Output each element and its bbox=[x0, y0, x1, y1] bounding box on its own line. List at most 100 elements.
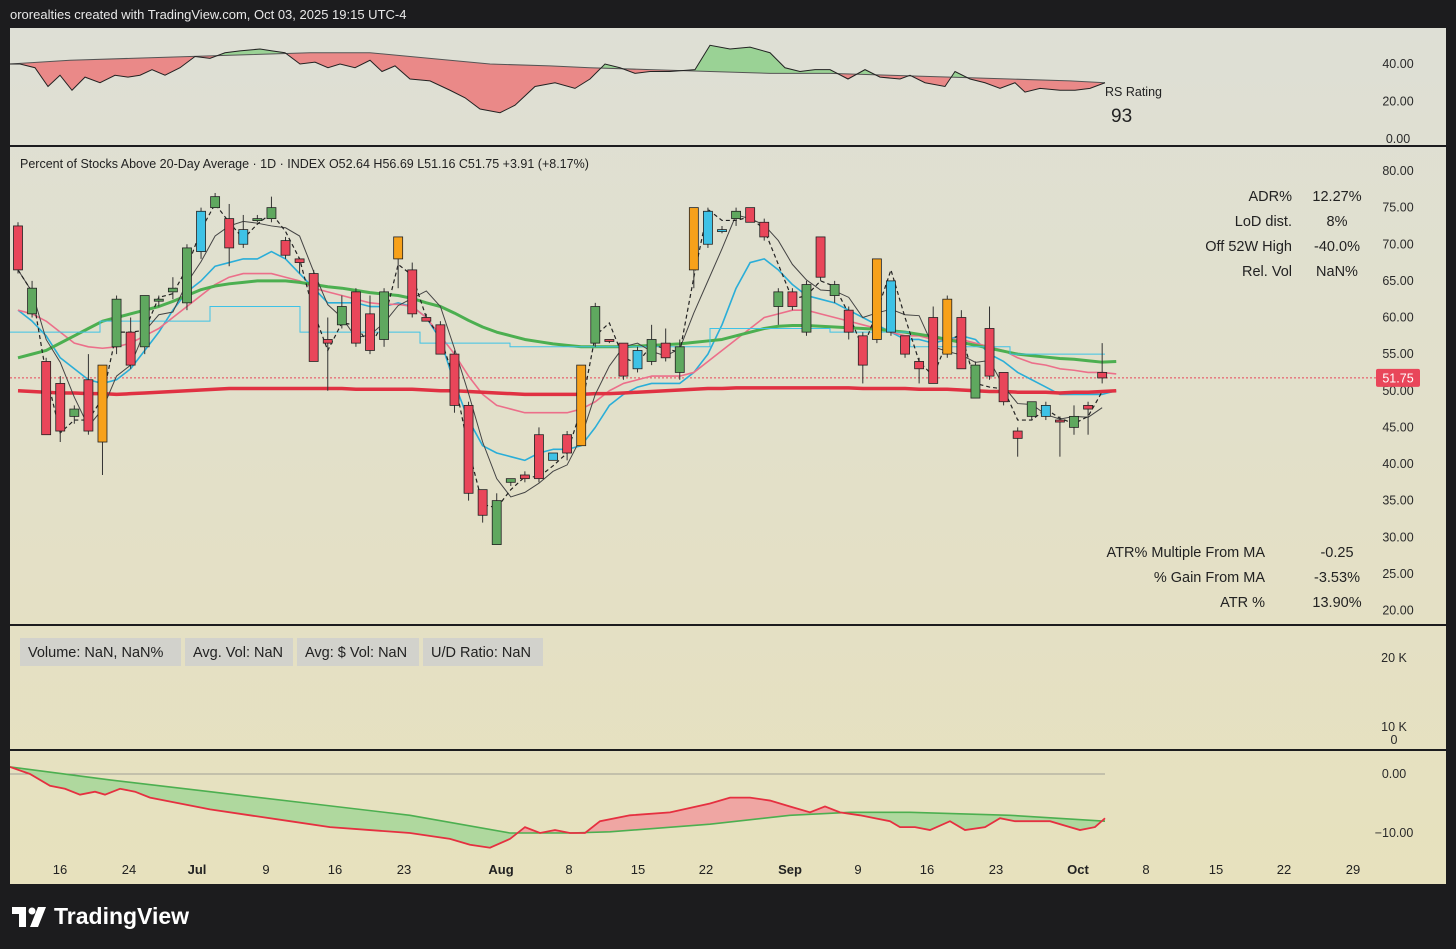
candle-body bbox=[294, 258, 305, 263]
chart-background bbox=[10, 28, 1446, 884]
candle-body bbox=[604, 339, 615, 342]
candle-body bbox=[167, 287, 178, 293]
candle-body bbox=[322, 339, 333, 344]
candle-body bbox=[463, 404, 474, 494]
candle-body bbox=[871, 258, 882, 340]
candle-body bbox=[843, 309, 854, 333]
candle-body bbox=[674, 346, 685, 373]
rs-tick-label: 40.00 bbox=[1382, 57, 1413, 71]
candle-body bbox=[210, 196, 221, 209]
tradingview-logo: TradingView bbox=[12, 903, 189, 930]
ma-red-line bbox=[17, 386, 1117, 397]
volume-info-text: U/D Ratio: NaN bbox=[431, 645, 531, 661]
price-tick-label: 75.00 bbox=[1382, 201, 1413, 215]
candle-body bbox=[857, 335, 868, 366]
volume-panel: Volume: NaN, NaN% Avg. Vol: NaN Avg: $ Vol… bbox=[20, 638, 1408, 747]
candle-body bbox=[365, 313, 375, 351]
candle-body bbox=[562, 434, 573, 454]
price-tick-label: 60.00 bbox=[1382, 311, 1413, 325]
candle-body bbox=[336, 306, 347, 326]
x-tick-label: 22 bbox=[1277, 862, 1291, 877]
osc-tick-label: −10.00 bbox=[1375, 826, 1414, 840]
volume-tick-label: 10 K bbox=[1381, 720, 1407, 734]
candle-body bbox=[477, 489, 488, 516]
candle-body bbox=[703, 210, 713, 245]
candle-body bbox=[224, 218, 235, 249]
candle-body bbox=[801, 284, 812, 333]
candle-body bbox=[435, 324, 446, 355]
candle-body bbox=[393, 236, 404, 260]
candle-body bbox=[717, 229, 727, 233]
price-tick-label: 40.00 bbox=[1382, 457, 1413, 471]
candle-body bbox=[646, 339, 657, 362]
rs-rating-value: 93 bbox=[1111, 106, 1132, 127]
candle-body bbox=[815, 236, 826, 278]
candle-body bbox=[886, 280, 896, 333]
rs-baseline bbox=[10, 52, 1106, 84]
x-tick-label: 23 bbox=[397, 862, 411, 877]
oscillator-panel: 0.00 −10.00 bbox=[10, 766, 1414, 849]
step-line bbox=[10, 306, 1105, 355]
candle-body bbox=[379, 291, 389, 340]
candle-body bbox=[153, 298, 164, 302]
candle-body bbox=[1026, 401, 1037, 417]
stat-label: LoD dist. bbox=[1235, 214, 1292, 230]
stat-label: Rel. Vol bbox=[1242, 264, 1292, 280]
candle-body bbox=[970, 364, 981, 399]
x-tick-label: 8 bbox=[1142, 862, 1149, 877]
stat-value: -40.0% bbox=[1314, 239, 1360, 255]
candle-body bbox=[41, 361, 52, 436]
osc-main-line bbox=[10, 766, 1106, 849]
stat-value: 12.27% bbox=[1312, 189, 1361, 205]
candle-body bbox=[1040, 404, 1051, 417]
candle-body bbox=[998, 372, 1009, 403]
x-tick-label: 29 bbox=[1346, 862, 1360, 877]
candle-body bbox=[505, 478, 516, 483]
volume-tick-label: 0 bbox=[1391, 733, 1398, 747]
candle-body bbox=[759, 221, 770, 238]
candle-body bbox=[660, 342, 671, 359]
candle-body bbox=[773, 291, 784, 307]
candle-body bbox=[491, 500, 502, 545]
tradingview-brand-text: TradingView bbox=[54, 903, 190, 929]
volume-tick-label: 20 K bbox=[1381, 651, 1407, 665]
price-tick-label: 20.00 bbox=[1382, 604, 1413, 618]
stat-label: ATR% Multiple From MA bbox=[1107, 545, 1266, 561]
candle-body bbox=[83, 379, 94, 432]
candle-body bbox=[1012, 430, 1023, 439]
osc-signal-line bbox=[10, 766, 1106, 834]
candle-body bbox=[125, 331, 136, 366]
candle-body bbox=[139, 295, 150, 348]
x-tick-label: 15 bbox=[1209, 862, 1223, 877]
x-tick-label: Sep bbox=[778, 862, 802, 877]
candle-body bbox=[928, 317, 939, 384]
candle-body bbox=[308, 273, 319, 362]
stat-value: NaN% bbox=[1316, 264, 1358, 280]
candle-body bbox=[69, 408, 80, 417]
candle-body bbox=[1069, 415, 1079, 428]
candle-body bbox=[942, 298, 953, 355]
candle-body bbox=[900, 335, 910, 355]
candle-body bbox=[1097, 372, 1108, 379]
symbol-title: Percent of Stocks Above 20-Day Average ·… bbox=[20, 157, 589, 171]
price-panel[interactable]: 80.00 75.00 70.00 65.00 60.00 55.00 50.00 45.00… bbox=[10, 157, 1420, 618]
chart-header-text: ororealties created with TradingView.com… bbox=[10, 7, 407, 22]
price-tick-label: 70.00 bbox=[1382, 237, 1413, 251]
price-tick-label: 55.00 bbox=[1382, 347, 1413, 361]
candle-body bbox=[632, 350, 643, 370]
stat-label: % Gain From MA bbox=[1154, 570, 1266, 586]
x-tick-label: 9 bbox=[854, 862, 861, 877]
stat-label: ATR % bbox=[1220, 595, 1265, 611]
price-tick-label: 45.00 bbox=[1382, 420, 1413, 434]
volume-info-box bbox=[185, 638, 293, 666]
stat-label: Off 52W High bbox=[1205, 239, 1292, 255]
candle-body bbox=[182, 247, 192, 304]
candle-body bbox=[27, 287, 37, 315]
stat-value: -3.53% bbox=[1314, 570, 1360, 586]
tradingview-logo-icon bbox=[12, 906, 46, 927]
x-tick-label: 16 bbox=[53, 862, 67, 877]
rs-rating-panel: 40.00 20.00 0.00 RS Rating 93 bbox=[10, 44, 1414, 146]
x-tick-label: Aug bbox=[488, 862, 513, 877]
x-tick-label: 16 bbox=[920, 862, 934, 877]
